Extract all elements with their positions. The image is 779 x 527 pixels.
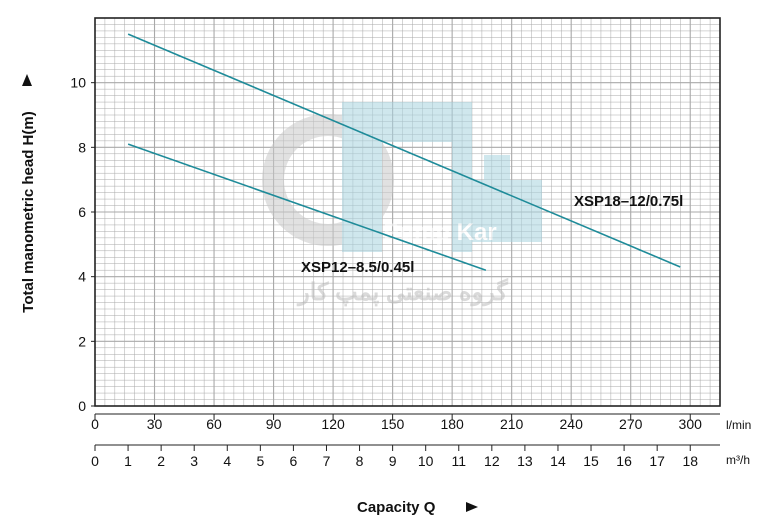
- series-label-xsp12: XSP12–8.5/0.45l: [301, 259, 414, 276]
- watermark-persian: گروه صنعتی پمپ کار: [296, 277, 508, 307]
- x-secondary-tick-label: 18: [682, 453, 698, 469]
- series-label-xsp18: XSP18–12/0.75l: [574, 193, 683, 210]
- x-axis-primary: 0 30 60 90 120 150 180 210 240 270 300: [91, 413, 720, 432]
- y-tick-label: 2: [78, 333, 86, 349]
- x-secondary-tick-label: 11: [451, 453, 466, 469]
- x-secondary-tick-label: 2: [157, 453, 165, 469]
- x-secondary-tick-label: 0: [91, 453, 99, 469]
- x-primary-tick-label: 30: [147, 416, 163, 432]
- y-axis-title-group: Total manometric head H(m): [20, 74, 37, 313]
- x-secondary-tick-label: 14: [550, 453, 566, 469]
- x-primary-tick-label: 270: [619, 416, 643, 432]
- x-secondary-tick-label: 4: [223, 453, 231, 469]
- watermark-latin: Pump Kar: [383, 219, 496, 246]
- y-axis-title: Total manometric head H(m): [20, 111, 37, 312]
- x-axis-title-group: Capacity Q: [357, 499, 478, 516]
- x-secondary-tick-label: 6: [290, 453, 298, 469]
- x-primary-tick-label: 240: [560, 416, 584, 432]
- x-unit-primary: l/min: [726, 418, 751, 432]
- x-secondary-tick-label: 10: [418, 453, 434, 469]
- x-primary-tick-label: 180: [440, 416, 464, 432]
- x-secondary-tick-label: 9: [389, 453, 397, 469]
- x-primary-tick-label: 0: [91, 416, 99, 432]
- x-secondary-tick-label: 16: [616, 453, 632, 469]
- x-axis-title: Capacity Q: [357, 499, 436, 516]
- y-tick-label: 0: [78, 398, 86, 414]
- y-tick-label: 4: [78, 269, 86, 285]
- x-secondary-tick-label: 3: [190, 453, 198, 469]
- x-primary-tick-label: 60: [206, 416, 222, 432]
- y-tick-label: 10: [70, 75, 86, 91]
- y-axis-ticks: 0 2 4 6 8 10: [70, 75, 95, 414]
- x-primary-tick-label: 210: [500, 416, 524, 432]
- x-primary-tick-label: 300: [679, 416, 703, 432]
- x-secondary-tick-label: 7: [323, 453, 331, 469]
- x-secondary-tick-label: 17: [649, 453, 665, 469]
- x-primary-tick-label: 120: [321, 416, 345, 432]
- x-secondary-tick-label: 13: [517, 453, 533, 469]
- series-line-1: [127, 143, 487, 271]
- x-secondary-tick-label: 1: [124, 453, 132, 469]
- x-primary-tick-label: 150: [381, 416, 405, 432]
- x-unit-secondary: m³/h: [726, 453, 750, 467]
- x-primary-tick-label: 90: [266, 416, 282, 432]
- x-secondary-tick-label: 12: [484, 453, 500, 469]
- y-tick-label: 8: [78, 139, 86, 155]
- series-layer: [127, 33, 681, 271]
- x-axis-arrow-icon: [466, 502, 478, 512]
- x-secondary-tick-label: 8: [356, 453, 364, 469]
- x-secondary-tick-label: 15: [583, 453, 599, 469]
- x-axis-secondary: 0 1 2 3 4 5 6 7 8 9 10 11 12 13 14 15 16 17 18: [91, 444, 720, 469]
- x-secondary-tick-label: 5: [256, 453, 264, 469]
- series-line-0: [127, 33, 681, 268]
- y-tick-label: 6: [78, 204, 86, 220]
- y-axis-arrow-icon: [22, 74, 32, 86]
